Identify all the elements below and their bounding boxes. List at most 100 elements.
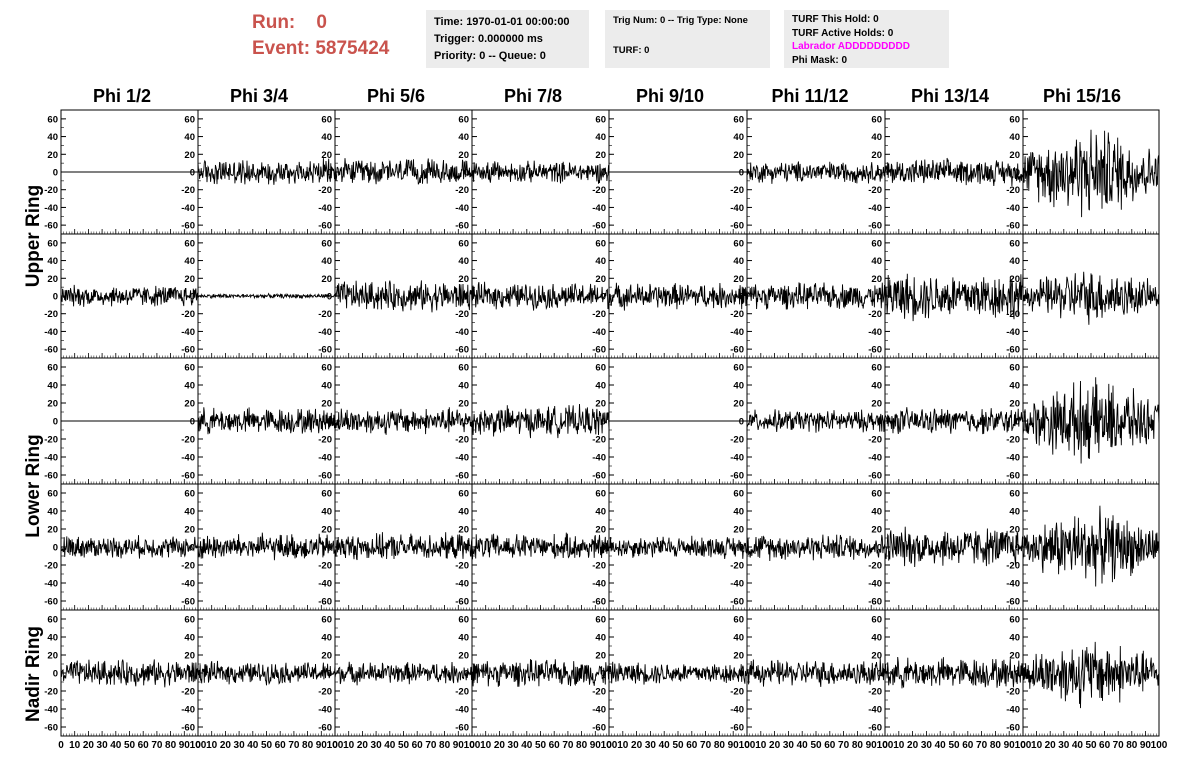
waveform-trace-r2-c5 — [746, 409, 886, 433]
y-tick-label: -60 — [455, 345, 469, 356]
y-tick-label: 20 — [733, 651, 744, 662]
x-tick-label: 50 — [1085, 740, 1097, 751]
x-tick-label: 50 — [948, 740, 960, 751]
x-tick-label: 20 — [907, 740, 919, 751]
y-tick-label: -20 — [455, 435, 469, 446]
y-tick-label: -60 — [1006, 723, 1020, 734]
y-tick-label: -20 — [44, 185, 58, 196]
x-tick-label: 0 — [606, 740, 612, 751]
y-tick-label: -20 — [868, 309, 882, 320]
info-priority: Priority: 0 -- Queue: 0 — [434, 50, 546, 62]
x-tick-label: 30 — [97, 740, 109, 751]
x-tick-label: 10 — [206, 740, 218, 751]
x-tick-label: 40 — [659, 740, 671, 751]
y-tick-label: -40 — [318, 705, 332, 716]
column-header-phi-1-2: Phi 1/2 — [92, 86, 152, 106]
waveform-trace-r0-c2 — [334, 158, 473, 185]
y-tick-label: 0 — [1015, 292, 1020, 303]
y-tick-label: 40 — [47, 507, 58, 518]
x-tick-label: 100 — [601, 740, 618, 751]
y-tick-label: 0 — [327, 669, 332, 680]
x-tick-label: 20 — [83, 740, 95, 751]
y-tick-label: -60 — [318, 471, 332, 482]
x-tick-label: 90 — [590, 740, 602, 751]
y-tick-label: 0 — [739, 669, 744, 680]
y-tick-label: 20 — [871, 651, 882, 662]
waveform-trace-r1-c6 — [884, 271, 1024, 322]
y-tick-label: 40 — [733, 381, 744, 392]
y-tick-label: -40 — [868, 705, 882, 716]
waveform-trace-r0-c5 — [746, 161, 886, 184]
y-tick-label: 0 — [739, 168, 744, 179]
y-tick-label: -40 — [1006, 327, 1020, 338]
x-tick-label: 40 — [384, 740, 396, 751]
y-tick-label: -60 — [730, 345, 744, 356]
y-tick-label: 20 — [1009, 274, 1020, 285]
y-tick-label: -40 — [318, 453, 332, 464]
x-tick-label: 0 — [882, 740, 888, 751]
waveform-trace-r1-c1 — [197, 292, 336, 300]
y-tick-label: -20 — [730, 435, 744, 446]
y-tick-label: 60 — [321, 114, 332, 125]
y-tick-label: -40 — [455, 705, 469, 716]
y-tick-label: -40 — [1006, 453, 1020, 464]
y-tick-label: 40 — [458, 633, 469, 644]
info-turf-active: TURF Active Holds: 0 — [792, 27, 894, 39]
y-tick-label: 60 — [1009, 615, 1020, 626]
y-tick-label: -40 — [181, 453, 195, 464]
y-tick-label: 60 — [458, 238, 469, 249]
y-tick-label: 60 — [321, 363, 332, 374]
y-tick-label: 20 — [1009, 150, 1020, 161]
y-tick-label: -20 — [1006, 435, 1020, 446]
y-tick-label: -60 — [318, 597, 332, 608]
x-tick-label: 30 — [645, 740, 657, 751]
y-tick-label: 60 — [595, 363, 606, 374]
y-tick-label: 40 — [733, 507, 744, 518]
y-tick-label: 40 — [184, 507, 195, 518]
x-tick-label: 70 — [562, 740, 574, 751]
y-tick-label: 40 — [595, 633, 606, 644]
y-tick-label: 20 — [595, 651, 606, 662]
trig-info-box: Trig Num: 0 -- Trig Type: None TURF: 0 — [605, 10, 770, 68]
y-tick-label: 60 — [184, 114, 195, 125]
x-tick-label: 100 — [1015, 740, 1032, 751]
x-tick-label: 0 — [469, 740, 475, 751]
info-turf-hold: TURF This Hold: 0 — [792, 14, 879, 25]
y-tick-label: -60 — [455, 597, 469, 608]
y-tick-label: -60 — [44, 597, 58, 608]
y-tick-label: 40 — [321, 507, 332, 518]
waveform-trace-r4-c4 — [608, 661, 748, 685]
y-tick-label: 0 — [53, 669, 58, 680]
run-value: 0 — [316, 12, 327, 33]
y-tick-label: -60 — [868, 345, 882, 356]
waveform-trace-r2-c6 — [884, 407, 1024, 435]
x-tick-label: 80 — [1126, 740, 1138, 751]
waveform-trace-r1-c2 — [334, 280, 473, 313]
y-tick-label: 60 — [184, 363, 195, 374]
y-tick-label: -40 — [1006, 203, 1020, 214]
y-tick-label: 0 — [53, 543, 58, 554]
y-tick-label: 60 — [871, 615, 882, 626]
y-tick-label: 40 — [321, 256, 332, 267]
y-tick-label: -60 — [730, 597, 744, 608]
y-tick-label: 0 — [739, 543, 744, 554]
y-tick-label: 60 — [458, 114, 469, 125]
y-tick-label: -20 — [592, 185, 606, 196]
y-tick-label: 40 — [871, 507, 882, 518]
y-tick-label: 40 — [871, 381, 882, 392]
x-tick-label: 70 — [151, 740, 163, 751]
x-tick-label: 70 — [700, 740, 712, 751]
y-tick-label: -60 — [730, 221, 744, 232]
x-tick-label: 30 — [783, 740, 795, 751]
y-tick-label: 60 — [321, 615, 332, 626]
y-tick-label: -60 — [592, 471, 606, 482]
y-tick-label: -60 — [44, 221, 58, 232]
y-tick-label: -60 — [592, 597, 606, 608]
y-tick-label: 40 — [321, 633, 332, 644]
y-tick-label: 60 — [184, 489, 195, 500]
info-trig-num: Trig Num: 0 -- Trig Type: None — [613, 15, 748, 26]
y-tick-label: 0 — [1015, 543, 1020, 554]
y-tick-label: 20 — [184, 150, 195, 161]
y-tick-label: -20 — [730, 561, 744, 572]
y-tick-label: -40 — [181, 203, 195, 214]
